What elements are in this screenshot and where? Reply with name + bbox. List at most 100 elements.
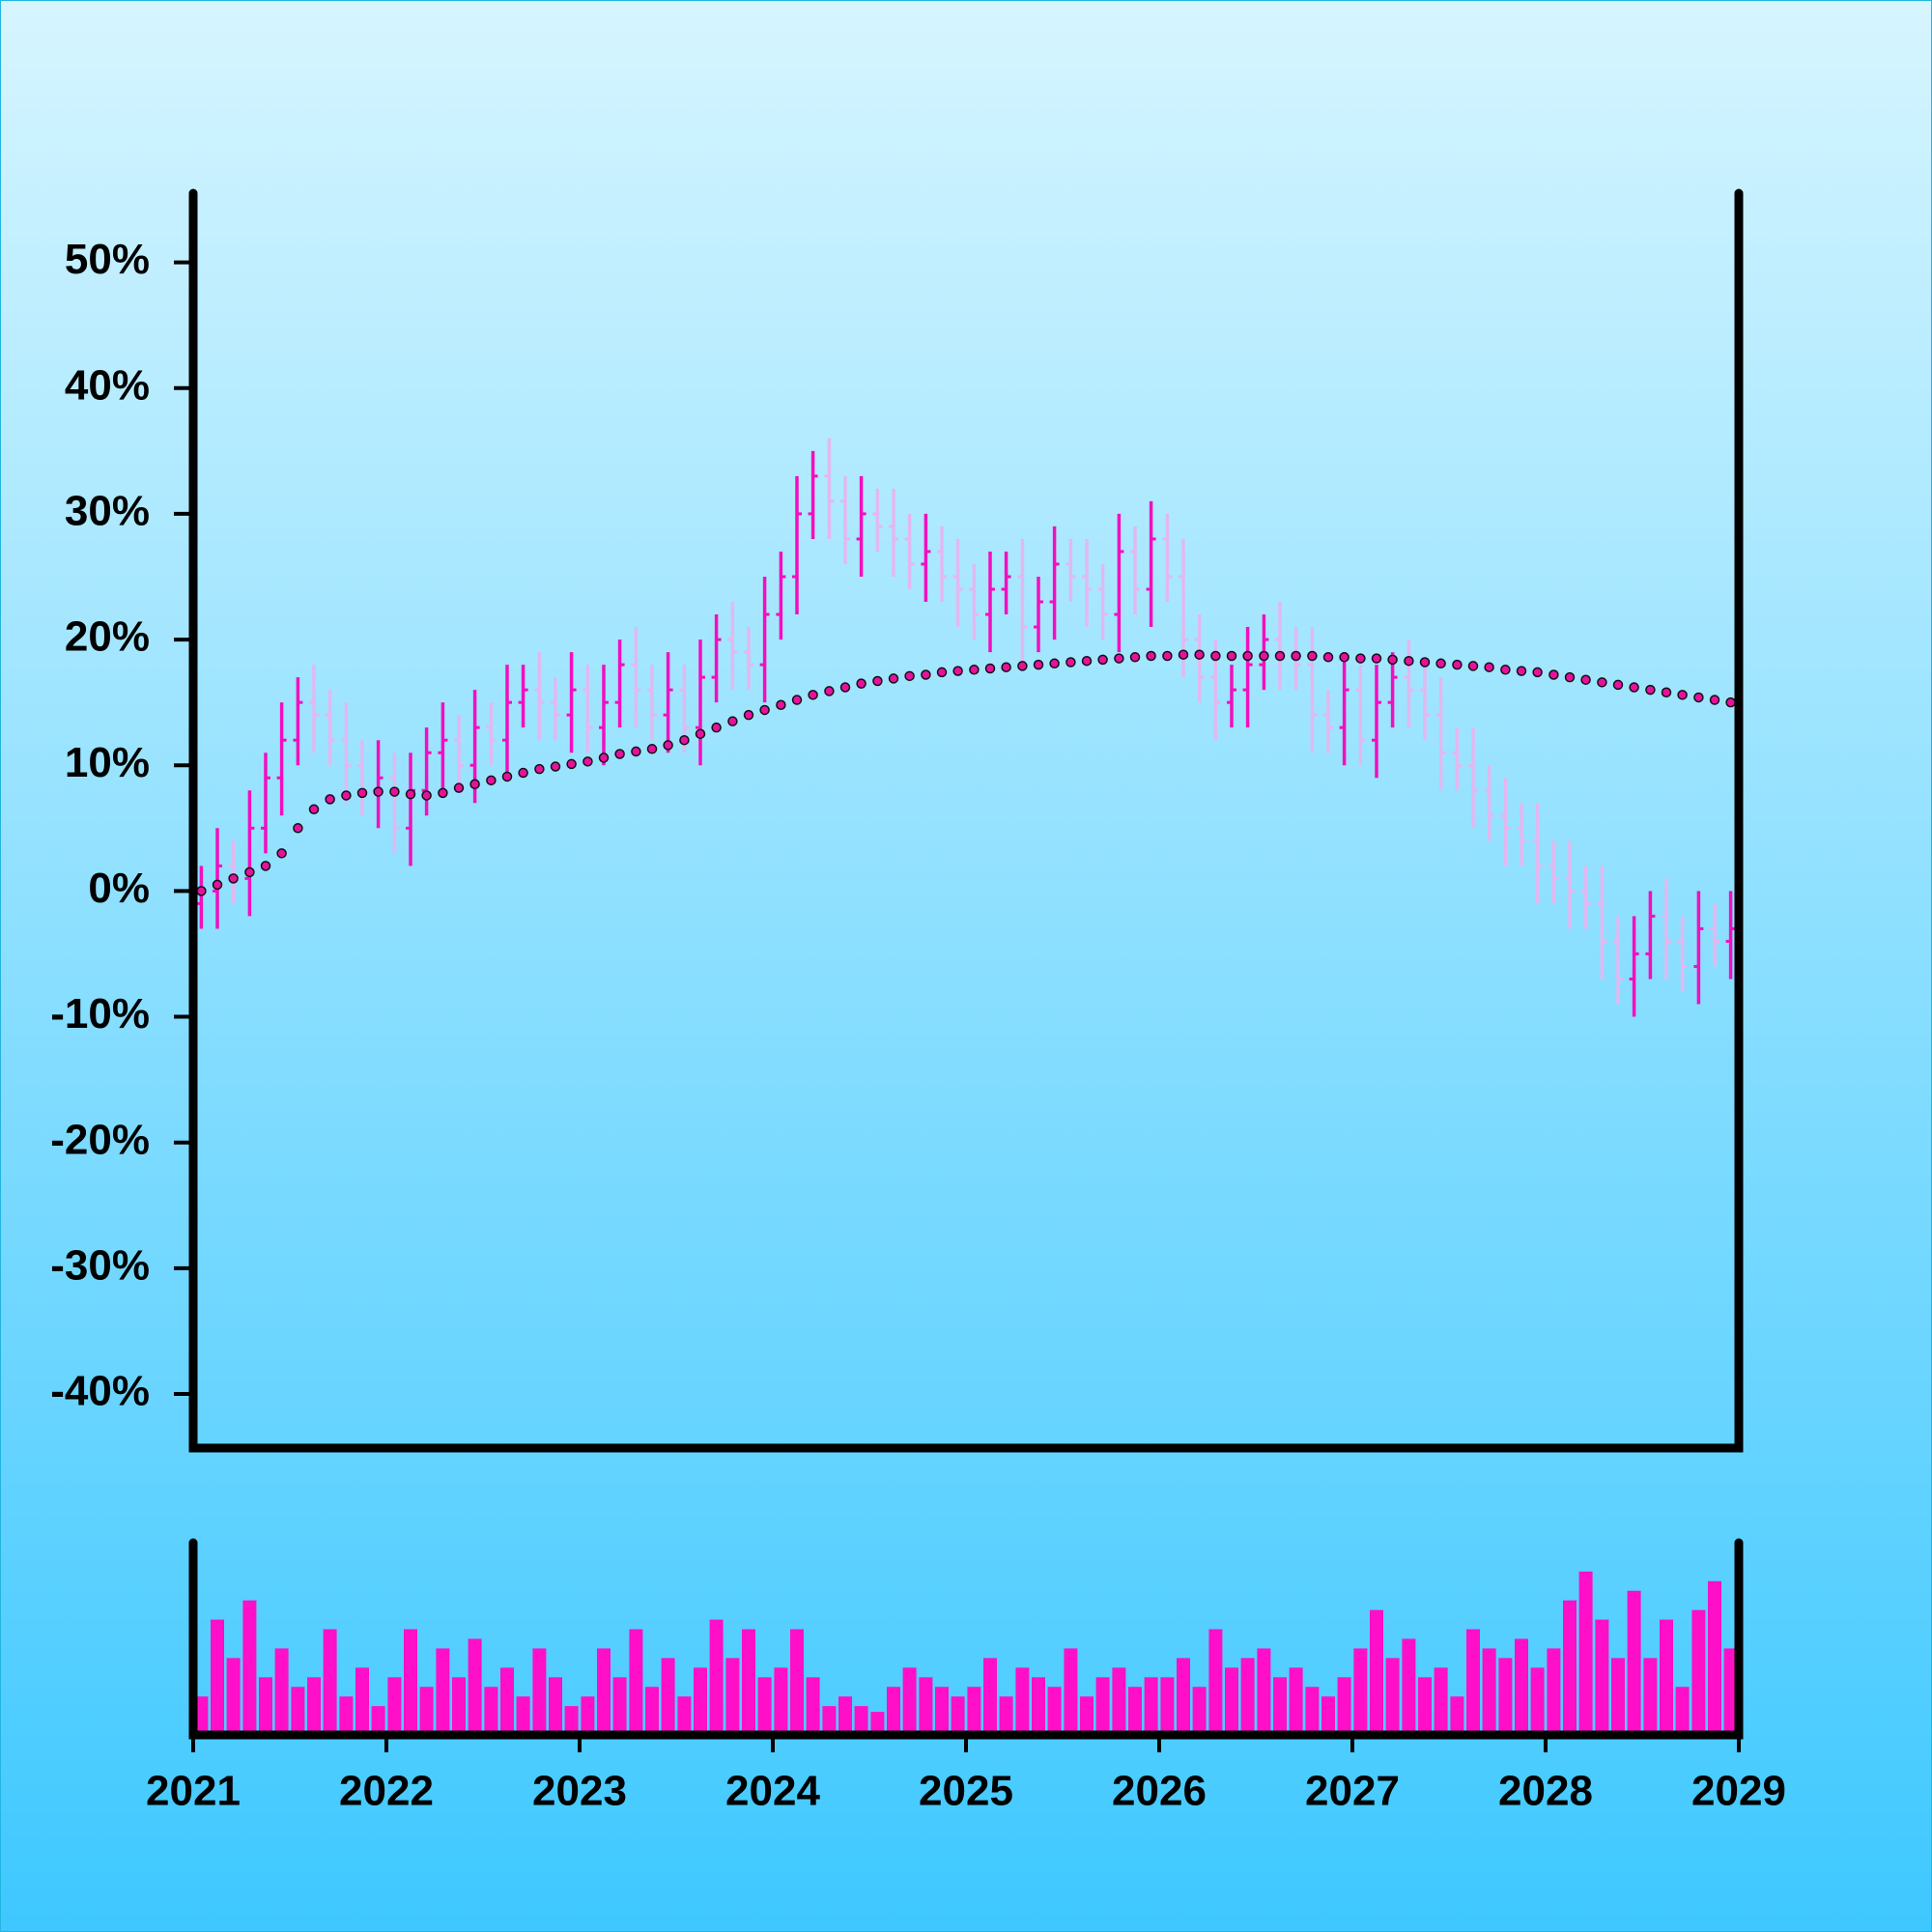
volume-bar (999, 1696, 1013, 1735)
moving-average-point (308, 804, 320, 815)
moving-average-point (534, 763, 545, 775)
moving-average-point (196, 886, 207, 896)
volume-bar (1563, 1600, 1577, 1735)
volume-bar (677, 1696, 692, 1735)
y-tick-label: 30% (65, 488, 150, 535)
volume-bar (1530, 1667, 1545, 1735)
x-tick-label: 2026 (1112, 1768, 1207, 1815)
moving-average-point (631, 746, 641, 757)
moving-average-point (1129, 652, 1141, 663)
x-tick-label: 2028 (1498, 1768, 1593, 1815)
volume-bar (436, 1648, 450, 1735)
moving-average-point (711, 722, 722, 733)
volume-bar (1128, 1687, 1142, 1735)
volume-bar (806, 1677, 820, 1735)
volume-bar (581, 1696, 595, 1735)
volume-bar (1208, 1629, 1223, 1735)
volume-bar (1080, 1696, 1094, 1735)
volume-bar (211, 1619, 224, 1735)
moving-average-point (1709, 695, 1720, 705)
moving-average-point (421, 790, 432, 801)
moving-average-point (1081, 655, 1093, 667)
moving-average-point (486, 775, 497, 786)
moving-average-point (1226, 650, 1237, 662)
moving-average-point (776, 699, 786, 711)
moving-average-point (1404, 655, 1414, 667)
moving-average-point (1178, 649, 1189, 660)
moving-average-point (1033, 659, 1044, 670)
moving-average-point (1146, 650, 1156, 662)
volume-bar (404, 1629, 417, 1735)
volume-bar (612, 1677, 627, 1735)
moving-average-point (325, 794, 335, 805)
volume-bar (1660, 1619, 1673, 1735)
volume-bar (355, 1667, 369, 1735)
volume-bar (1723, 1648, 1738, 1735)
volume-bar (1032, 1677, 1045, 1735)
moving-average-point (888, 673, 899, 684)
moving-average-point (1725, 696, 1736, 708)
volume-bar (1015, 1667, 1030, 1735)
volume-bar (1160, 1677, 1175, 1735)
moving-average-point (1001, 662, 1011, 672)
moving-average-point (453, 782, 465, 793)
volume-bar (194, 1696, 209, 1735)
y-tick-label: -30% (50, 1241, 150, 1289)
volume-bar (1708, 1580, 1721, 1735)
volume-bar (1370, 1609, 1383, 1735)
x-tick-label: 2022 (339, 1768, 434, 1815)
volume-bar (757, 1677, 772, 1735)
volume-bar (242, 1600, 257, 1735)
moving-average-point (1162, 650, 1173, 662)
moving-average-point (1452, 659, 1463, 670)
volume-bar (1305, 1687, 1320, 1735)
x-tick-label: 2024 (725, 1768, 820, 1815)
volume-bar (1643, 1658, 1658, 1735)
moving-average-point (1259, 650, 1269, 662)
y-tick-label: -20% (50, 1116, 150, 1163)
moving-average-point (1484, 662, 1494, 672)
moving-average-point (1564, 671, 1576, 683)
volume-bar (887, 1687, 900, 1735)
moving-average-point (469, 779, 480, 790)
volume-bar (742, 1629, 755, 1735)
volume-bar (1273, 1677, 1287, 1735)
axis-frame (188, 188, 1744, 1453)
volume-bar (1515, 1638, 1528, 1735)
volume-bar (983, 1658, 997, 1735)
moving-average-point (276, 848, 287, 859)
volume-bar (1337, 1677, 1351, 1735)
moving-average-point (405, 788, 416, 800)
y-tick-label: 50% (65, 236, 150, 283)
volume-bar (323, 1629, 337, 1735)
volume-bar (822, 1706, 837, 1735)
moving-average-point (1661, 687, 1672, 697)
moving-average-point (1065, 657, 1076, 668)
moving-average-point (1210, 650, 1221, 662)
volume-bar (1321, 1696, 1335, 1735)
moving-average-point (1355, 653, 1366, 664)
volume-bar (1611, 1658, 1625, 1735)
volume-bar (1627, 1590, 1641, 1735)
volume-bar (645, 1687, 659, 1735)
volume-bar (709, 1619, 724, 1735)
volume-bar (1353, 1648, 1368, 1735)
moving-average-point (1307, 650, 1318, 662)
moving-average-point (244, 867, 255, 878)
moving-average-point (293, 823, 303, 834)
moving-average-point (824, 686, 835, 696)
volume-bar (1498, 1658, 1513, 1735)
volume-bar (1675, 1687, 1690, 1735)
volume-bar (500, 1667, 514, 1735)
moving-average-point (646, 744, 658, 754)
volume-bar (1466, 1629, 1480, 1735)
volume-bar (1547, 1648, 1561, 1735)
volume-bar (1578, 1571, 1593, 1735)
moving-average-point (614, 749, 625, 759)
volume-bar (1144, 1677, 1158, 1735)
volume-bar (1482, 1648, 1496, 1735)
moving-average-point (839, 682, 851, 693)
volume-bar (468, 1638, 482, 1735)
volume-bar (1064, 1648, 1078, 1735)
moving-average-point (1467, 661, 1479, 671)
